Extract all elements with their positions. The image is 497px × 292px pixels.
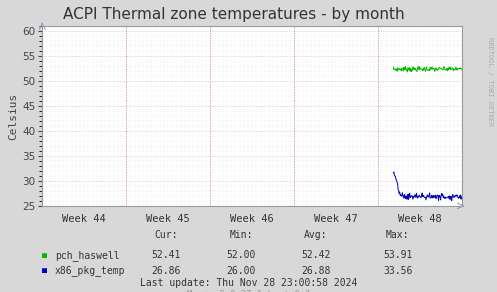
Text: Week 44: Week 44 [62,214,106,224]
Text: pch_haswell: pch_haswell [55,250,119,261]
Text: 52.41: 52.41 [152,251,181,260]
Text: Min:: Min: [229,230,253,240]
Text: Cur:: Cur: [155,230,178,240]
Text: Avg:: Avg: [304,230,328,240]
Text: ■: ■ [42,251,47,260]
Text: Week 45: Week 45 [146,214,190,224]
Text: Munin 2.0.37-1ubuntu0.1: Munin 2.0.37-1ubuntu0.1 [187,290,310,292]
Text: Week 47: Week 47 [314,214,358,224]
Text: 26.86: 26.86 [152,266,181,276]
Text: Last update: Thu Nov 28 23:00:58 2024: Last update: Thu Nov 28 23:00:58 2024 [140,278,357,288]
Text: ■: ■ [42,267,47,275]
Text: 53.91: 53.91 [383,251,413,260]
Text: Max:: Max: [386,230,410,240]
Text: RRDTOOL / TOBI OETKER: RRDTOOL / TOBI OETKER [487,37,493,126]
Y-axis label: Celsius: Celsius [8,93,18,140]
Text: 52.00: 52.00 [226,251,256,260]
Text: x86_pkg_temp: x86_pkg_temp [55,265,125,277]
Text: ACPI Thermal zone temperatures - by month: ACPI Thermal zone temperatures - by mont… [63,7,405,22]
Text: 33.56: 33.56 [383,266,413,276]
Text: Week 48: Week 48 [398,214,442,224]
Text: Week 46: Week 46 [230,214,274,224]
Text: 52.42: 52.42 [301,251,331,260]
Text: 26.00: 26.00 [226,266,256,276]
Text: 26.88: 26.88 [301,266,331,276]
